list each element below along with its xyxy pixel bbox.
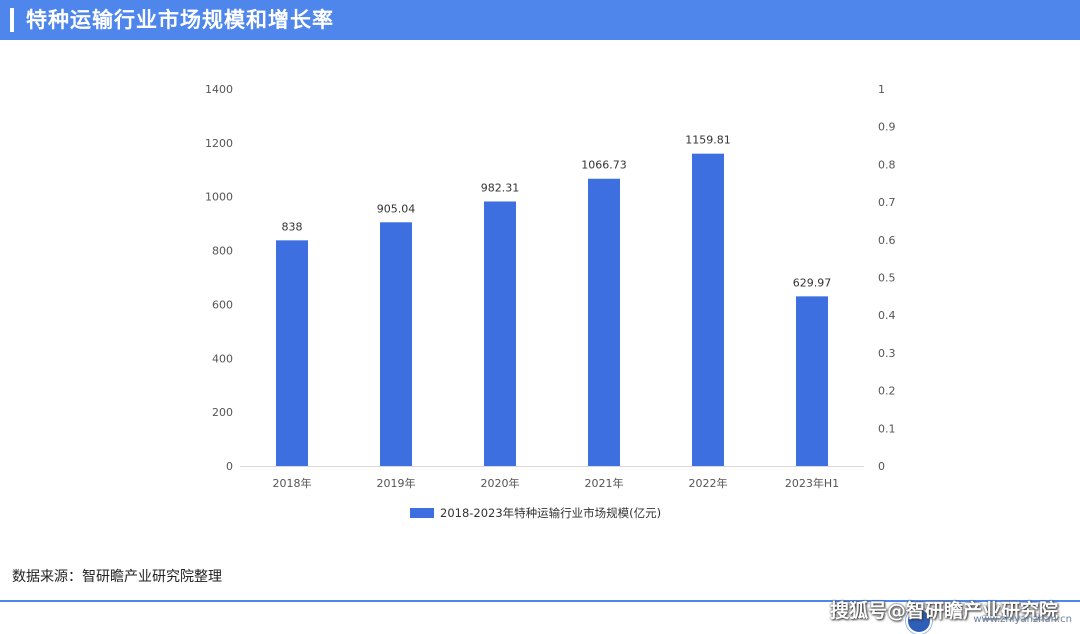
right-tick-label: 0.6 <box>878 234 896 247</box>
header-banner: 特种运输行业市场规模和增长率 <box>0 0 1080 40</box>
bar-data-label: 629.97 <box>793 276 832 289</box>
x-tick-label: 2022年 <box>689 476 728 490</box>
header-accent-bar <box>10 8 14 32</box>
legend: 2018-2023年特种运输行业市场规模(亿元) <box>410 506 661 520</box>
right-tick-label: 0.3 <box>878 347 896 360</box>
right-tick-label: 0.9 <box>878 121 896 134</box>
x-tick-label: 2021年 <box>585 476 624 490</box>
right-tick-label: 0.8 <box>878 158 896 171</box>
left-tick-label: 0 <box>226 460 233 473</box>
footer-brand: 搜狐号@智研瞻产业研究院 <box>829 600 1058 622</box>
bar <box>380 222 412 466</box>
left-axis-ticks: 0 200 400 600 800 1000 1200 1400 <box>205 83 233 473</box>
bar-data-label: 1066.73 <box>581 159 627 172</box>
x-tick-label: 2020年 <box>481 476 520 490</box>
right-tick-label: 0.1 <box>878 422 896 435</box>
x-tick-label: 2019年 <box>377 476 416 490</box>
bar-data-label: 838 <box>282 220 303 233</box>
left-tick-label: 1200 <box>205 137 233 150</box>
left-tick-label: 1000 <box>205 191 233 204</box>
bar <box>588 178 620 466</box>
bar <box>484 201 516 466</box>
x-tick-label: 2018年 <box>273 476 312 490</box>
bar-data-label: 982.31 <box>481 181 520 194</box>
bar-series: 838 905.04 982.31 1066.73 1159.81 629.97 <box>276 134 831 466</box>
source-note: 数据来源：智研瞻产业研究院整理 <box>12 569 222 585</box>
page-title: 特种运输行业市场规模和增长率 <box>26 8 334 32</box>
right-axis-ticks: 0 0.1 0.2 0.3 0.4 0.5 0.6 0.7 0.8 0.9 1 <box>878 83 896 473</box>
x-tick-label: 2023年H1 <box>785 476 839 490</box>
left-tick-label: 600 <box>212 298 233 311</box>
right-tick-label: 0.7 <box>878 196 896 209</box>
bar <box>276 240 308 466</box>
bar-data-label: 905.04 <box>377 202 416 215</box>
legend-label: 2018-2023年特种运输行业市场规模(亿元) <box>440 506 661 520</box>
bar <box>692 153 724 466</box>
footer-url: www.zhiyanzhan.cn <box>973 614 1072 625</box>
left-tick-label: 1400 <box>205 83 233 96</box>
left-tick-label: 400 <box>212 352 233 365</box>
right-tick-label: 0.4 <box>878 309 896 322</box>
legend-swatch <box>410 508 434 518</box>
left-tick-label: 800 <box>212 245 233 258</box>
right-tick-label: 0.2 <box>878 385 896 398</box>
logo-icon <box>906 608 932 634</box>
footer-divider <box>0 600 1080 602</box>
right-tick-label: 0.5 <box>878 272 896 285</box>
right-tick-label: 1 <box>878 83 885 96</box>
left-tick-label: 200 <box>212 406 233 419</box>
right-tick-label: 0 <box>878 460 885 473</box>
x-axis-ticks: 2018年 2019年 2020年 2021年 2022年 2023年H1 <box>273 476 840 490</box>
bar-data-label: 1159.81 <box>685 134 731 147</box>
bar <box>796 296 828 466</box>
